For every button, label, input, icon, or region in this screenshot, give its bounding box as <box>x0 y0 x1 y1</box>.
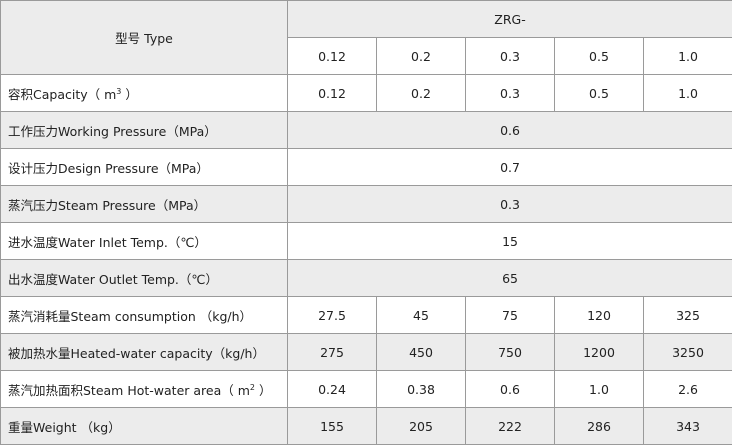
table-cell: 75 <box>465 296 555 334</box>
model-prefix-cell: ZRG- <box>286 0 732 38</box>
table-cell: 45 <box>376 296 466 334</box>
table-row-capacity: 容积Capacity（ m3 ） 0.12 0.2 0.3 0.5 1.0 <box>0 74 732 112</box>
table-cell: 3250 <box>642 333 732 371</box>
table-cell: 2.6 <box>642 370 732 408</box>
table-cell: 325 <box>642 296 732 334</box>
row-label: 蒸汽加热面积Steam Hot-water area（ m2 ） <box>0 370 288 408</box>
row-label: 容积Capacity（ m3 ） <box>0 74 288 112</box>
model-header-cell: 0.2 <box>376 37 466 75</box>
table-row-working-pressure: 工作压力Working Pressure（MPa） 0.6 <box>0 111 732 149</box>
table-cell: 1.0 <box>554 370 644 408</box>
table-cell: 27.5 <box>287 296 377 334</box>
table-cell: 205 <box>376 407 466 445</box>
table-cell: 1200 <box>554 333 644 371</box>
table-cell: 275 <box>287 333 377 371</box>
table-cell: 0.2 <box>376 74 466 112</box>
table-cell: 750 <box>465 333 555 371</box>
row-label: 设计压力Design Pressure（MPa） <box>0 148 288 186</box>
superscript: 2 <box>249 382 256 392</box>
table-cell: 1.0 <box>642 74 732 112</box>
table-cell: 0.24 <box>287 370 377 408</box>
superscript: 3 <box>116 86 122 96</box>
table-cell: 155 <box>287 407 377 445</box>
table-row-steam-consumption: 蒸汽消耗量Steam consumption （kg/h） 27.5 45 75… <box>0 296 732 334</box>
model-prefix: ZRG- <box>494 11 526 27</box>
table-cell: 222 <box>465 407 555 445</box>
table-cell: 450 <box>376 333 466 371</box>
row-label: 进水温度Water Inlet Temp.（℃） <box>0 222 288 260</box>
row-label: 被加热水量Heated-water capacity（kg/h） <box>0 333 288 371</box>
table-cell: 286 <box>554 407 644 445</box>
merged-cell: 65 <box>286 259 732 297</box>
row-label-text: 蒸汽加热面积Steam Hot-water area（ m <box>8 382 250 398</box>
table-cell: 120 <box>554 296 644 334</box>
row-label-text: 容积Capacity（ m <box>8 86 117 102</box>
table-row-heating-area: 蒸汽加热面积Steam Hot-water area（ m2 ） 0.24 0.… <box>0 370 732 408</box>
row-label: 蒸汽压力Steam Pressure（MPa） <box>0 185 288 223</box>
merged-cell: 0.3 <box>286 185 732 223</box>
type-header-label: 型号 Type <box>115 31 173 46</box>
row-label: 重量Weight （kg） <box>0 407 288 445</box>
model-header-cell: 0.3 <box>465 37 555 75</box>
row-label: 工作压力Working Pressure（MPa） <box>0 111 288 149</box>
row-label: 蒸汽消耗量Steam consumption （kg/h） <box>0 296 288 334</box>
table-cell: 343 <box>642 407 732 445</box>
merged-cell: 15 <box>286 222 732 260</box>
model-header-cell: 0.5 <box>554 37 644 75</box>
row-label-suffix: ） <box>121 86 138 102</box>
table-cell: 0.6 <box>465 370 555 408</box>
model-header-cell: 1.0 <box>642 37 732 75</box>
table-cell: 0.3 <box>465 74 555 112</box>
merged-cell: 0.6 <box>286 111 732 149</box>
type-header-cell: 型号 Type <box>0 0 288 75</box>
table-cell: 0.5 <box>554 74 644 112</box>
table-row-water-inlet-temp: 进水温度Water Inlet Temp.（℃） 15 <box>0 222 732 260</box>
table-row-water-outlet-temp: 出水温度Water Outlet Temp.（℃） 65 <box>0 259 732 297</box>
table-row-steam-pressure: 蒸汽压力Steam Pressure（MPa） 0.3 <box>0 185 732 223</box>
table-row-weight: 重量Weight （kg） 155 205 222 286 343 <box>0 407 732 445</box>
table-row-heated-water-capacity: 被加热水量Heated-water capacity（kg/h） 275 450… <box>0 333 732 371</box>
model-header-cell: 0.12 <box>287 37 377 75</box>
table-row-design-pressure: 设计压力Design Pressure（MPa） 0.7 <box>0 148 732 186</box>
table-cell: 0.12 <box>287 74 377 112</box>
row-label-suffix: ） <box>255 382 272 398</box>
table-cell: 0.38 <box>376 370 466 408</box>
merged-cell: 0.7 <box>286 148 732 186</box>
row-label: 出水温度Water Outlet Temp.（℃） <box>0 259 288 297</box>
